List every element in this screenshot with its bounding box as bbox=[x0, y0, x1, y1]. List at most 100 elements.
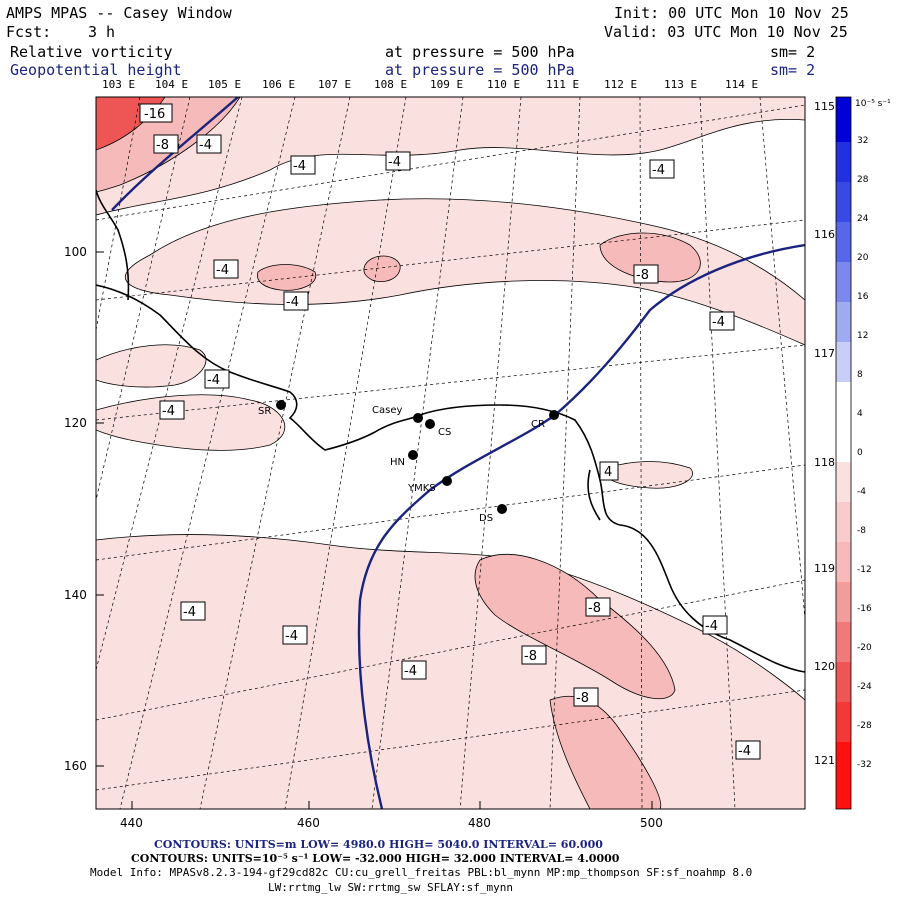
contour-label-box: -4 bbox=[709, 311, 735, 331]
contour-label-box: 4 bbox=[599, 461, 619, 481]
svg-text:-4: -4 bbox=[183, 605, 196, 620]
contours-info-vorticity: CONTOURS: UNITS=10⁻⁵ s⁻¹ LOW= -32.000 HI… bbox=[131, 852, 620, 865]
field1-name: Relative vorticity bbox=[10, 43, 173, 61]
svg-text:-4: -4 bbox=[738, 744, 751, 759]
lon-label: 112 E bbox=[604, 78, 638, 91]
lon-label: 107 E bbox=[318, 78, 352, 91]
lon-label: 103 E bbox=[102, 78, 136, 91]
map-frame bbox=[95, 96, 806, 810]
station-cr-marker[interactable] bbox=[549, 410, 559, 420]
lon-label: 111 E bbox=[546, 78, 580, 91]
svg-text:-4: -4 bbox=[199, 138, 212, 153]
map-title: AMPS MPAS -- Casey Window bbox=[6, 4, 232, 22]
coastline bbox=[96, 189, 805, 673]
svg-text:-4: -4 bbox=[207, 373, 220, 388]
contour-label-box: -8 bbox=[585, 597, 611, 617]
contour-label-box: -4 bbox=[196, 134, 222, 154]
station-markers bbox=[276, 400, 559, 514]
station-sr-marker[interactable] bbox=[276, 400, 286, 410]
field2-name: Geopotential height bbox=[10, 61, 182, 79]
init-time: Init: 00 UTC Mon 10 Nov 25 bbox=[614, 4, 849, 22]
station-label: CS bbox=[438, 427, 451, 438]
x-axis: 440 460 480 500 bbox=[120, 801, 663, 830]
station-hn-marker[interactable] bbox=[408, 450, 418, 460]
lon-label: 106 E bbox=[262, 78, 296, 91]
station-casey-marker[interactable] bbox=[413, 413, 423, 423]
station-label: SR bbox=[258, 406, 271, 417]
contour-label-box: -4 bbox=[735, 740, 761, 760]
fcst-label: Fcst: bbox=[6, 23, 52, 41]
svg-text:-8: -8 bbox=[576, 691, 589, 706]
svg-text:-4: -4 bbox=[216, 263, 229, 278]
contour-label-box: -4 bbox=[385, 151, 411, 171]
colorbar bbox=[835, 96, 852, 810]
svg-text:8: 8 bbox=[857, 370, 863, 380]
svg-text:-4: -4 bbox=[652, 163, 665, 178]
x-tick-label: 440 bbox=[120, 816, 143, 830]
lon-label: 114 E bbox=[725, 78, 759, 91]
svg-text:12: 12 bbox=[857, 331, 868, 341]
svg-text:-4: -4 bbox=[286, 295, 299, 310]
lon-label: 105 E bbox=[208, 78, 242, 91]
contour-label-box: -8 bbox=[153, 134, 179, 154]
y-axis: 100 120 140 160 bbox=[64, 245, 104, 773]
svg-text:-8: -8 bbox=[857, 526, 866, 536]
contour-label-box: -8 bbox=[573, 687, 599, 707]
station-cs-marker[interactable] bbox=[425, 419, 435, 429]
lon-label: 108 E bbox=[374, 78, 408, 91]
svg-text:32: 32 bbox=[857, 136, 868, 146]
station-labels: SR Casey CS HN YMKS DS CR bbox=[258, 405, 545, 524]
station-label: Casey bbox=[372, 405, 402, 416]
contour-label-box: -8 bbox=[633, 264, 659, 284]
svg-text:-24: -24 bbox=[857, 682, 872, 692]
model-info-line2: LW:rrtmg_lw SW:rrtmg_sw SFLAY:sf_mynn bbox=[268, 881, 514, 894]
station-label: HN bbox=[390, 457, 405, 468]
contour-label-box: -4 bbox=[282, 625, 308, 645]
colorbar-units: 10⁻⁵ s⁻¹ bbox=[855, 99, 891, 109]
station-ymks-marker[interactable] bbox=[442, 476, 452, 486]
svg-text:-4: -4 bbox=[162, 404, 175, 419]
svg-text:-4: -4 bbox=[857, 487, 866, 497]
svg-text:-16: -16 bbox=[857, 604, 872, 614]
contour-labels: -16 -8 -4 -4 -4 -4 -4 -4 -8 -4 -4 -4 -4 … bbox=[139, 103, 761, 760]
svg-text:-20: -20 bbox=[857, 643, 872, 653]
svg-text:-4: -4 bbox=[404, 664, 417, 679]
contour-label-box: -4 bbox=[401, 660, 427, 680]
y-tick-label: 160 bbox=[64, 759, 87, 773]
svg-text:4: 4 bbox=[857, 409, 863, 419]
contour-label-box: -8 bbox=[521, 645, 547, 665]
model-info-line1: Model Info: MPASv8.2.3-194-gf29cd82c CU:… bbox=[90, 866, 753, 879]
svg-text:-4: -4 bbox=[705, 619, 718, 634]
contour-label-box: -4 bbox=[283, 291, 309, 311]
y-tick-label: 100 bbox=[64, 245, 87, 259]
lon-label: 109 E bbox=[430, 78, 464, 91]
field2-level: at pressure = 500 hPa bbox=[385, 61, 575, 79]
x-tick-label: 480 bbox=[468, 816, 491, 830]
svg-text:-32: -32 bbox=[857, 760, 872, 770]
x-tick-label: 500 bbox=[640, 816, 663, 830]
svg-text:-8: -8 bbox=[636, 268, 649, 283]
lat-lon-grid bbox=[96, 97, 805, 809]
contour-label-box: -4 bbox=[213, 259, 239, 279]
station-label: CR bbox=[531, 419, 545, 430]
svg-text:-28: -28 bbox=[857, 721, 872, 731]
fcst-value: 3 h bbox=[88, 23, 116, 41]
y-tick-label: 120 bbox=[64, 416, 87, 430]
x-tick-label: 460 bbox=[297, 816, 320, 830]
svg-text:4: 4 bbox=[604, 465, 612, 480]
svg-text:-4: -4 bbox=[712, 315, 725, 330]
contour-label-box: -4 bbox=[204, 369, 230, 389]
lon-label: 110 E bbox=[487, 78, 521, 91]
contour-label-box: -4 bbox=[702, 615, 728, 635]
svg-text:0: 0 bbox=[857, 448, 863, 458]
station-ds-marker[interactable] bbox=[497, 504, 507, 514]
valid-time: Valid: 03 UTC Mon 10 Nov 25 bbox=[604, 23, 848, 41]
field2-smoothing: sm= 2 bbox=[770, 61, 816, 79]
svg-text:24: 24 bbox=[857, 214, 869, 224]
svg-text:20: 20 bbox=[857, 253, 869, 263]
station-label: YMKS bbox=[407, 483, 436, 494]
contour-label-box: -4 bbox=[290, 155, 316, 175]
svg-text:-8: -8 bbox=[588, 601, 601, 616]
contour-label-box: -4 bbox=[180, 601, 206, 621]
